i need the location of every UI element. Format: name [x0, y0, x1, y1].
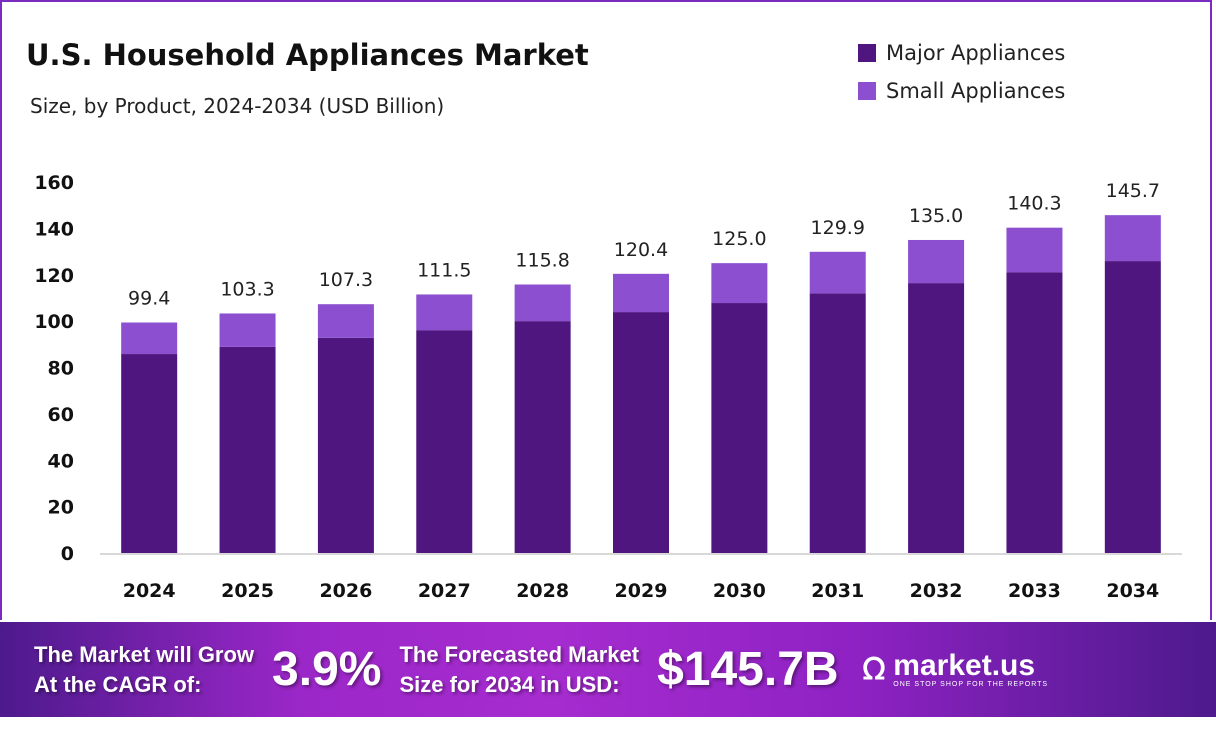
total-label: 145.7 — [1106, 180, 1160, 202]
bar-small-appliances — [514, 284, 571, 322]
bar-major-appliances — [1006, 272, 1063, 553]
total-label: 140.3 — [1007, 193, 1061, 215]
bar-major-appliances — [711, 303, 768, 553]
chart-title: U.S. Household Appliances Market — [26, 38, 589, 72]
x-tick-label: 2030 — [713, 580, 766, 602]
bar-major-appliances — [514, 321, 571, 553]
chart-subtitle: Size, by Product, 2024-2034 (USD Billion… — [30, 94, 445, 118]
y-tick-label: 100 — [34, 311, 74, 333]
forecast-label-line: The Forecasted Market — [399, 641, 640, 667]
bar-major-appliances — [613, 312, 669, 553]
summary-banner: The Market will Grow At the CAGR of: 3.9%… — [0, 622, 1216, 717]
y-tick-label: 60 — [48, 404, 74, 426]
bar-small-appliances — [317, 304, 374, 338]
forecast-label-line: Size for 2034 in USD: — [399, 671, 620, 697]
legend-label: Major Appliances — [886, 41, 1066, 65]
x-tick-label: 2029 — [615, 580, 668, 602]
legend-swatch — [858, 82, 876, 100]
total-label: 99.4 — [128, 288, 170, 310]
forecast-label: The Forecasted Market Size for 2034 in US… — [399, 640, 639, 700]
bar-small-appliances — [711, 263, 768, 304]
total-label: 129.9 — [811, 217, 865, 239]
x-tick-label: 2027 — [418, 580, 471, 602]
total-label: 107.3 — [319, 269, 373, 291]
x-tick-label: 2034 — [1106, 580, 1159, 602]
bar-small-appliances — [613, 273, 669, 313]
bar-small-appliances — [416, 294, 473, 331]
legend-label: Small Appliances — [886, 79, 1066, 103]
total-label: 111.5 — [417, 259, 471, 281]
bar-small-appliances — [219, 313, 276, 347]
bar-small-appliances — [1104, 215, 1161, 262]
bar-major-appliances — [809, 293, 866, 553]
forecast-value: $145.7B — [657, 642, 839, 696]
bar-major-appliances — [416, 330, 473, 553]
x-tick-label: 2033 — [1008, 580, 1061, 602]
y-tick-label: 120 — [34, 265, 74, 287]
bar-small-appliances — [1006, 227, 1063, 273]
bar-small-appliances — [809, 251, 866, 294]
x-tick-label: 2024 — [123, 580, 176, 602]
total-label: 135.0 — [909, 205, 963, 227]
bar-small-appliances — [121, 322, 178, 355]
logo-icon: ᘯ — [862, 652, 886, 686]
x-tick-label: 2026 — [319, 580, 372, 602]
x-tick-label: 2025 — [221, 580, 274, 602]
cagr-value: 3.9% — [272, 642, 382, 696]
cagr-label-line: The Market will Grow — [34, 641, 255, 667]
logo-name: market.us — [893, 649, 1036, 682]
total-label: 125.0 — [712, 228, 766, 250]
y-tick-label: 20 — [48, 497, 74, 519]
x-tick-label: 2028 — [516, 580, 569, 602]
y-tick-label: 140 — [34, 218, 74, 240]
bar-chart: 0 20 40 60 80 100 120 140 160 99.4 2024 103.3 2025 10… — [34, 172, 1182, 602]
legend: Major Appliances Small Appliances — [858, 34, 1065, 110]
bar-major-appliances — [219, 346, 276, 553]
chart-frame — [0, 0, 1212, 620]
bar-major-appliances — [1104, 261, 1161, 553]
bar-small-appliances — [908, 239, 965, 284]
cagr-label: The Market will Grow At the CAGR of: — [34, 640, 254, 700]
legend-item-small: Small Appliances — [858, 72, 1065, 110]
y-tick-label: 40 — [48, 450, 74, 472]
x-tick-label: 2032 — [910, 580, 963, 602]
logo-tagline: ONE STOP SHOP FOR THE REPORTS — [893, 681, 1049, 688]
x-tick-label: 2031 — [811, 580, 864, 602]
bar-major-appliances — [121, 354, 178, 553]
bar-major-appliances — [908, 283, 965, 553]
total-label: 120.4 — [614, 239, 668, 261]
y-tick-label: 160 — [34, 172, 74, 194]
y-tick-label: 80 — [48, 358, 74, 380]
y-tick-label: 0 — [61, 543, 74, 565]
bar-major-appliances — [317, 337, 374, 553]
total-label: 103.3 — [220, 278, 274, 300]
total-label: 115.8 — [515, 249, 569, 271]
legend-item-major: Major Appliances — [858, 34, 1065, 72]
cagr-label-line: At the CAGR of: — [34, 671, 202, 697]
legend-swatch — [858, 44, 876, 62]
market-us-logo: ᘯ market.us ONE STOP SHOP FOR THE REPORTS — [862, 649, 1049, 689]
